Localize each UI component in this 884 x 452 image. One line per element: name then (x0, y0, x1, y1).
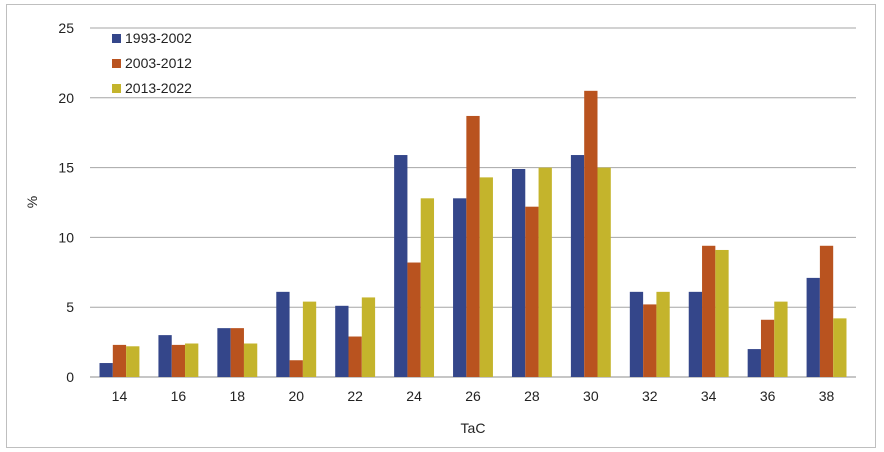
bar-2013-2022-18 (243, 343, 258, 377)
legend-label: 2003-2012 (125, 55, 192, 71)
bar-1993-2002-26 (453, 198, 467, 377)
bar-1993-2002-36 (747, 349, 761, 377)
bar-2003-2012-26 (466, 115, 480, 377)
bar-2003-2012-30 (584, 90, 598, 377)
bar-2003-2012-34 (702, 245, 716, 377)
bar-2013-2022-36 (774, 301, 788, 377)
x-axis-label: TaC (461, 420, 486, 436)
y-tick-label: 5 (66, 299, 74, 315)
bar-2013-2022-30 (597, 167, 611, 377)
y-tick-labels: 0 5 10 15 20 25 (58, 20, 74, 385)
bar-2013-2022-20 (302, 301, 317, 377)
bar-2003-2012-38 (819, 245, 834, 377)
bars (99, 90, 847, 377)
bar-2013-2022-24 (420, 198, 435, 377)
x-tick-label: 22 (347, 388, 363, 404)
legend: 1993-2002 2003-2012 2013-2022 (112, 30, 192, 96)
bar-2013-2022-26 (479, 177, 493, 377)
x-tick-label: 36 (760, 388, 776, 404)
bar-1993-2002-28 (511, 168, 526, 377)
legend-label: 1993-2002 (125, 30, 192, 46)
bar-2003-2012-24 (407, 262, 421, 377)
bar-2003-2012-16 (171, 344, 186, 377)
bar-2003-2012-14 (112, 344, 127, 377)
y-tick-label: 20 (58, 90, 74, 106)
bar-1993-2002-14 (99, 363, 113, 377)
bar-2013-2022-32 (656, 291, 670, 377)
x-tick-labels: 14 16 18 20 22 24 26 28 30 32 34 36 38 (112, 388, 835, 404)
chart-frame (6, 4, 876, 448)
bar-2013-2022-28 (538, 167, 552, 377)
legend-swatch (112, 84, 121, 93)
bar-1993-2002-18 (217, 328, 231, 377)
bar-1993-2002-34 (688, 291, 703, 377)
bar-2003-2012-18 (230, 328, 244, 377)
x-tick-label: 28 (524, 388, 540, 404)
bar-1993-2002-20 (276, 291, 290, 377)
x-tick-label: 14 (112, 388, 128, 404)
x-tick-label: 20 (288, 388, 304, 404)
x-tick-label: 32 (642, 388, 658, 404)
x-tick-label: 34 (701, 388, 717, 404)
bar-1993-2002-22 (335, 305, 349, 377)
legend-label: 2013-2022 (125, 80, 192, 96)
x-tick-label: 24 (406, 388, 422, 404)
bar-2003-2012-32 (643, 304, 657, 377)
bar-2013-2022-34 (715, 249, 729, 377)
x-tick-label: 30 (583, 388, 599, 404)
bar-1993-2002-16 (158, 335, 172, 377)
bar-2003-2012-28 (525, 206, 539, 377)
bar-1993-2002-24 (394, 155, 408, 377)
bar-1993-2002-32 (629, 291, 644, 377)
bar-2003-2012-36 (760, 319, 775, 377)
x-tick-label: 18 (230, 388, 246, 404)
bar-2003-2012-20 (289, 360, 303, 377)
y-tick-label: 10 (58, 229, 74, 245)
bar-2013-2022-16 (185, 343, 199, 377)
legend-swatch (112, 34, 121, 43)
bar-1993-2002-30 (570, 155, 585, 377)
bar-1993-2002-38 (806, 277, 820, 377)
bar-2013-2022-14 (126, 346, 140, 377)
x-tick-label: 26 (465, 388, 481, 404)
x-tick-label: 16 (171, 388, 187, 404)
legend-swatch (112, 59, 121, 68)
y-tick-label: 0 (66, 369, 74, 385)
y-tick-label: 15 (58, 160, 74, 176)
y-tick-label: 25 (58, 20, 74, 36)
bar-2013-2022-38 (833, 318, 847, 377)
bar-2013-2022-22 (361, 297, 376, 377)
x-tick-label: 38 (819, 388, 835, 404)
y-axis-label: % (24, 196, 40, 208)
bar-2003-2012-22 (348, 336, 362, 377)
